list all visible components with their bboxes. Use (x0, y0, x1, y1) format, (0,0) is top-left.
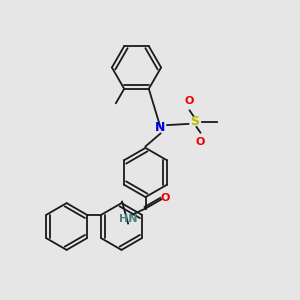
Text: O: O (196, 136, 205, 147)
Text: N: N (155, 121, 166, 134)
Text: S: S (190, 115, 200, 128)
Text: O: O (160, 193, 169, 203)
Text: O: O (185, 96, 194, 106)
Text: HN: HN (119, 214, 137, 224)
